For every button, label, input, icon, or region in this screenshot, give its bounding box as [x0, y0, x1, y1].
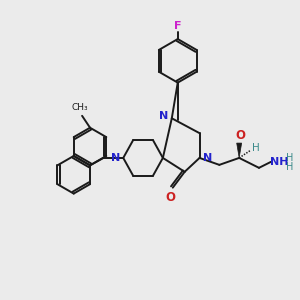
Text: O: O [235, 129, 245, 142]
Text: CH₃: CH₃ [72, 103, 88, 112]
Text: H: H [286, 162, 293, 172]
Polygon shape [237, 143, 242, 158]
Text: N: N [111, 153, 120, 163]
Text: H: H [252, 143, 260, 153]
Text: N: N [203, 153, 212, 163]
Text: F: F [174, 21, 182, 31]
Text: O: O [166, 191, 176, 204]
Text: H: H [286, 153, 293, 163]
Text: NH: NH [269, 157, 288, 167]
Text: N: N [159, 111, 169, 121]
